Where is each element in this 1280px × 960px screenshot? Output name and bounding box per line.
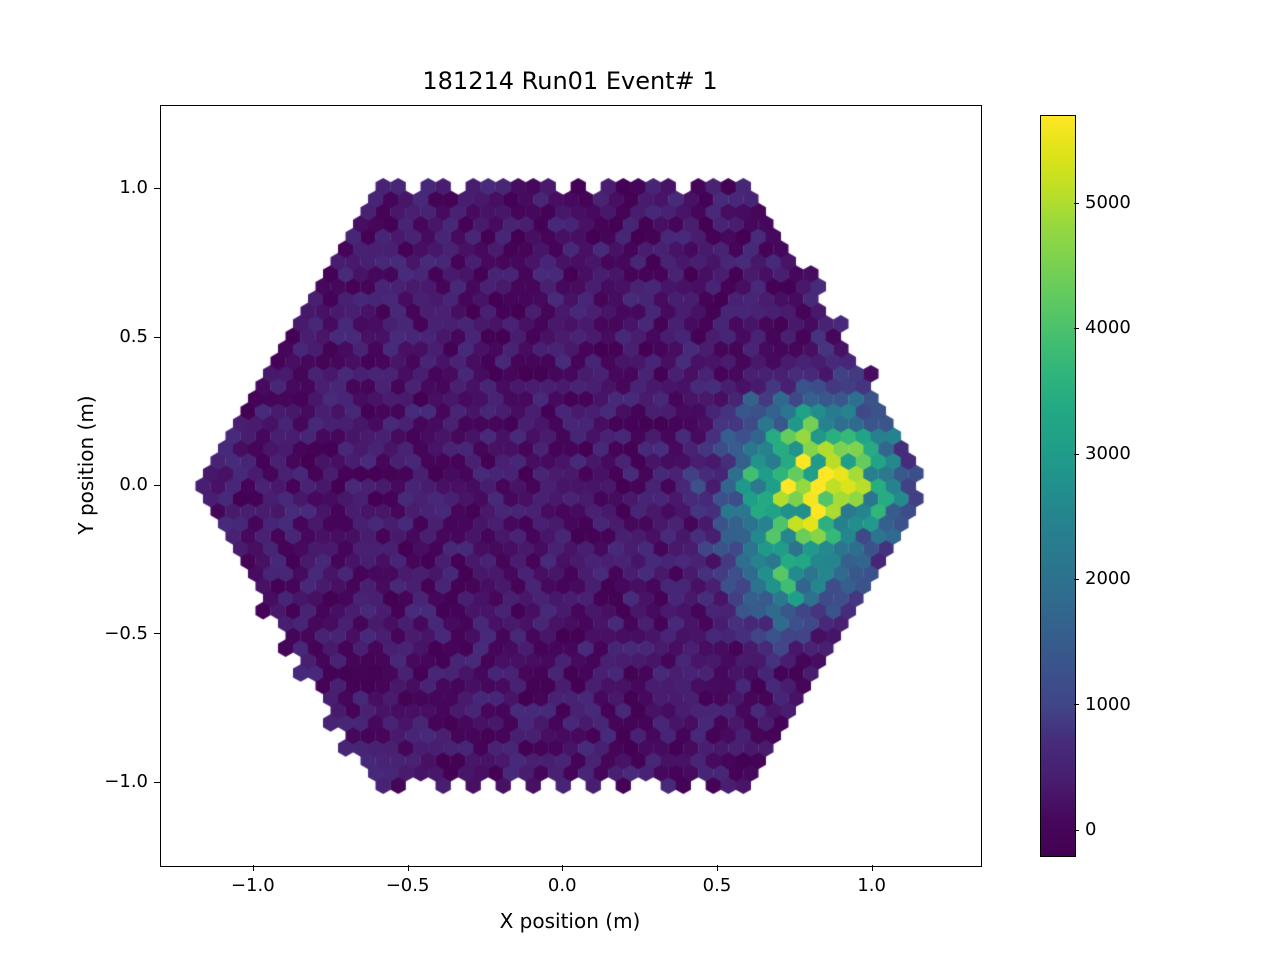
x-tick-label: 0.0 (522, 875, 602, 896)
y-tick (154, 633, 160, 634)
colorbar-tick-label: 3000 (1085, 443, 1131, 464)
y-tick (154, 337, 160, 338)
chart-title: 181214 Run01 Event# 1 (160, 67, 980, 95)
x-tick (253, 865, 254, 871)
colorbar-tick (1074, 704, 1079, 705)
y-tick-label: 1.0 (119, 177, 148, 198)
x-tick (717, 865, 718, 871)
colorbar-tick (1074, 328, 1079, 329)
colorbar-tick (1074, 454, 1079, 455)
x-tick-label: −0.5 (368, 875, 448, 896)
y-axis-label: Y position (m) (74, 365, 98, 565)
colorbar-tick-label: 4000 (1085, 317, 1131, 338)
colorbar-tick (1074, 203, 1079, 204)
x-tick (872, 865, 873, 871)
x-tick-label: −1.0 (213, 875, 293, 896)
y-tick (154, 782, 160, 783)
figure: 181214 Run01 Event# 1 X position (m) Y p… (0, 0, 1280, 960)
colorbar-tick-label: 0 (1085, 819, 1096, 840)
colorbar-tick-label: 5000 (1085, 192, 1131, 213)
colorbar-tick (1074, 830, 1079, 831)
x-tick (408, 865, 409, 871)
colorbar (1040, 115, 1076, 857)
y-tick-label: −1.0 (104, 771, 148, 792)
x-axis-label: X position (m) (160, 909, 980, 933)
y-tick-label: −0.5 (104, 623, 148, 644)
colorbar-tick (1074, 579, 1079, 580)
y-tick (154, 485, 160, 486)
hexbin-canvas (161, 106, 981, 866)
plot-area (160, 105, 982, 867)
y-tick (154, 188, 160, 189)
y-tick-label: 0.0 (119, 474, 148, 495)
x-tick-label: 1.0 (832, 875, 912, 896)
x-tick (562, 865, 563, 871)
x-tick-label: 0.5 (677, 875, 757, 896)
colorbar-tick-label: 2000 (1085, 568, 1131, 589)
colorbar-tick-label: 1000 (1085, 694, 1131, 715)
y-tick-label: 0.5 (119, 326, 148, 347)
